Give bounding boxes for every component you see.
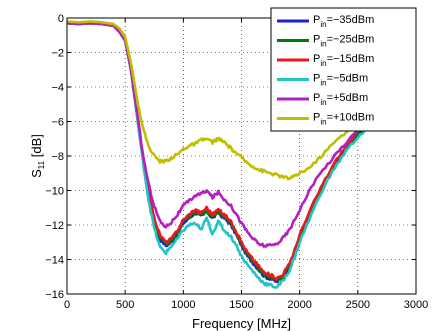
legend-label-main: P: [313, 73, 320, 85]
y-tick-label: −6: [51, 117, 64, 129]
legend-box: [270, 7, 417, 132]
y-tick-label: −12: [45, 220, 64, 232]
x-axis-label: Frequency [MHz]: [192, 316, 291, 331]
series-line-4: [67, 21, 416, 248]
legend-label-main: P: [313, 112, 320, 124]
legend-label-sub: in: [320, 118, 326, 127]
legend-label-value: =−5dBm: [327, 73, 369, 85]
x-tick-label: 2000: [287, 299, 311, 311]
x-tick-labels: 0 500 1000 1500 2000 2500 3000: [64, 299, 428, 311]
legend-label-value: =+5dBm: [327, 92, 369, 104]
legend-entry-2: Pin=−15dBm: [313, 53, 374, 68]
legend-label-main: P: [313, 53, 320, 65]
y-tick-labels: 0 −2 −4 −6 −8 −10 −12 −14 −16: [45, 13, 64, 301]
legend: Pin=−35dBmPin=−25dBmPin=−15dBmPin=−5dBmP…: [270, 7, 417, 132]
legend-label-sub: in: [320, 59, 326, 68]
y-tick-label: −4: [51, 82, 64, 94]
x-tick-label: 500: [116, 299, 134, 311]
legend-label-value: =−15dBm: [327, 53, 375, 65]
legend-label-value: =−25dBm: [327, 34, 375, 46]
x-tick-label: 1500: [229, 299, 253, 311]
legend-label-sub: in: [320, 40, 326, 49]
legend-entry-4: Pin=+5dBm: [313, 92, 368, 107]
y-axis-label-unit: [dB]: [29, 134, 44, 161]
legend-entry-1: Pin=−25dBm: [313, 34, 374, 49]
y-tick-label: 0: [58, 13, 64, 25]
y-tick-label: −2: [51, 48, 64, 60]
legend-entry-5: Pin=+10dBm: [313, 112, 374, 127]
legend-label-value: =+10dBm: [327, 112, 375, 124]
legend-label-main: P: [313, 34, 320, 46]
y-tick-label: −8: [51, 151, 64, 163]
legend-label-main: P: [313, 92, 320, 104]
y-tick-label: −14: [45, 255, 64, 267]
y-axis-label: S11 [dB]: [29, 134, 46, 178]
y-axis-label-main: S: [29, 169, 44, 178]
legend-label-sub: in: [320, 98, 326, 107]
legend-entry-3: Pin=−5dBm: [313, 73, 368, 88]
x-tick-label: 3000: [404, 299, 428, 311]
y-axis-label-sub: 11: [37, 160, 46, 169]
x-tick-label: 0: [64, 299, 70, 311]
legend-label-sub: in: [320, 20, 326, 29]
series-group: [67, 20, 416, 289]
x-tick-label: 1000: [171, 299, 195, 311]
series-line-5: [67, 20, 416, 181]
legend-label-sub: in: [320, 79, 326, 88]
legend-label-value: =−35dBm: [327, 14, 375, 26]
x-tick-label: 2500: [346, 299, 370, 311]
y-tick-label: −10: [45, 186, 64, 198]
y-tick-label: −16: [45, 289, 64, 301]
legend-entry-0: Pin=−35dBm: [313, 14, 374, 29]
legend-label-main: P: [313, 14, 320, 26]
